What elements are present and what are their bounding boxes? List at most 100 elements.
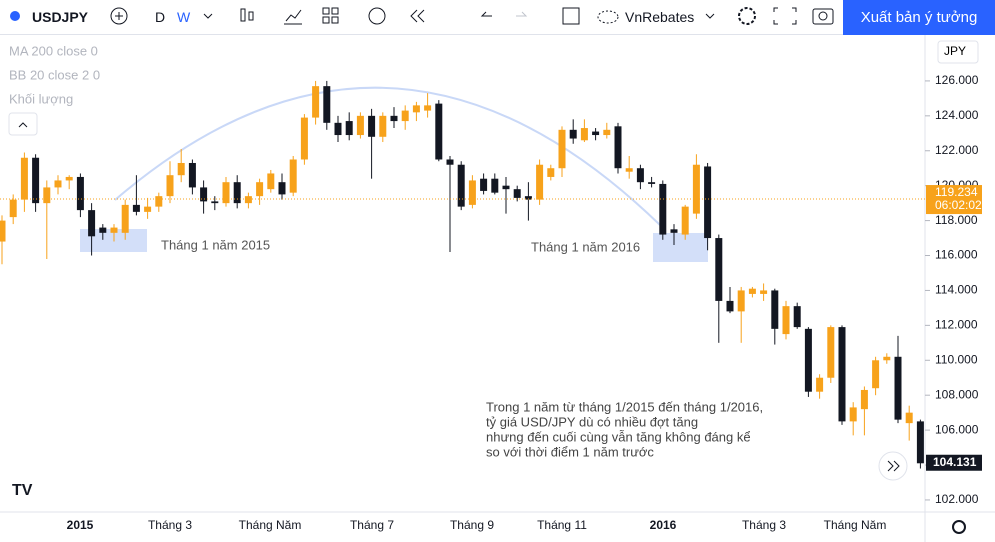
candle-body [312, 86, 320, 118]
candle-body [256, 182, 264, 197]
candle-body [480, 178, 488, 191]
y-tick-label: 116.000 [935, 248, 978, 262]
settings-icon[interactable] [952, 520, 966, 534]
candle-body [9, 199, 17, 218]
layout-icon[interactable] [322, 7, 330, 15]
x-tick-label: Tháng 7 [350, 518, 394, 532]
candle-body [715, 238, 723, 301]
last-price-label: 104.131 [933, 455, 977, 469]
candle-body [580, 128, 588, 141]
camera-icon[interactable] [812, 8, 834, 25]
candle-body [916, 421, 924, 464]
candle-body [435, 103, 443, 160]
candle-body [614, 126, 622, 169]
add-icon[interactable] [110, 7, 128, 25]
y-tick-label: 118.000 [935, 213, 978, 227]
collapse-icon[interactable] [18, 122, 28, 128]
candle-body [681, 206, 689, 235]
layout-icon[interactable] [322, 16, 330, 24]
currency[interactable]: JPY [944, 44, 966, 58]
candle-body [894, 356, 902, 420]
note-line: Trong 1 năm từ tháng 1/2015 đến tháng 1/… [486, 399, 763, 414]
replay-icon[interactable] [410, 9, 425, 23]
x-tick-label: Tháng 9 [450, 518, 494, 532]
chevron[interactable] [705, 13, 715, 19]
settings-icon[interactable] [738, 7, 756, 25]
y-tick-label: 126.000 [935, 73, 979, 87]
candle-body [625, 168, 633, 172]
collapse-button[interactable] [8, 112, 38, 136]
candle-body [368, 115, 376, 137]
candle-body [278, 182, 286, 195]
chevron[interactable] [203, 13, 213, 19]
candle-body [188, 162, 196, 188]
y-tick-label: 102.000 [935, 492, 979, 506]
candle-body [883, 356, 891, 361]
candle-body [177, 162, 185, 176]
candle-body [300, 117, 308, 160]
y-tick-label: 106.000 [935, 422, 979, 436]
candle-icon[interactable] [248, 11, 254, 21]
candle-body [32, 157, 40, 204]
candle-body [110, 227, 118, 233]
y-tick-label: 110.000 [935, 352, 978, 366]
chart: MA 200 close 0 BB 20 close 2 0 Khối lượn… [0, 35, 995, 542]
interval[interactable]: W [177, 9, 191, 25]
legend-item: MA 200 close 0 [9, 43, 98, 58]
scroll-icon[interactable] [887, 460, 900, 472]
candle-icon[interactable] [240, 8, 246, 22]
alert-icon[interactable] [368, 7, 386, 25]
currency-button[interactable] [937, 40, 979, 64]
redo-icon[interactable] [516, 11, 528, 17]
candle-body [905, 412, 913, 424]
x-tick-label: 2016 [650, 518, 677, 532]
fullscreen-toggle[interactable] [562, 7, 580, 25]
candle-body [144, 206, 152, 212]
legend-item: BB 20 close 2 0 [9, 67, 100, 82]
interval[interactable]: D [155, 9, 166, 25]
candle-body [849, 407, 857, 422]
candle-body [166, 175, 174, 197]
candle-body [737, 290, 745, 312]
candle-body [872, 360, 880, 389]
layout-icon[interactable] [331, 16, 339, 24]
symbol[interactable]: USDJPY [32, 9, 89, 25]
annotation: Tháng 1 năm 2016 [531, 239, 640, 254]
candle-body [0, 220, 6, 242]
add-icon[interactable] [115, 12, 123, 20]
candle-body [76, 176, 84, 211]
candle-body [491, 178, 499, 193]
candle-body [468, 180, 476, 205]
arc-drawing [114, 86, 661, 226]
layout-icon[interactable] [331, 7, 339, 15]
candle-body [99, 227, 107, 233]
y-tick-label: 112.000 [935, 318, 978, 332]
flag-icon [10, 11, 20, 21]
camera-icon[interactable] [818, 11, 828, 21]
undo-icon[interactable] [480, 11, 492, 17]
candles [0, 80, 924, 469]
candle-body [88, 210, 96, 237]
x-tick-label: Tháng 11 [537, 518, 587, 532]
candle-body [502, 185, 510, 190]
y-tick-label: 108.000 [935, 387, 979, 401]
expand-icon[interactable] [773, 7, 797, 25]
candle-body [222, 182, 230, 204]
candle-body [211, 201, 219, 204]
publish-button[interactable]: Xuất bản ý tưởng [843, 0, 995, 35]
account[interactable]: VnRebates [625, 9, 695, 25]
ref-price-box [926, 185, 982, 215]
candle-body [760, 290, 768, 294]
candle-body [569, 129, 577, 139]
cloud-icon[interactable] [597, 10, 619, 24]
y-tick-label: 114.000 [935, 283, 978, 297]
candle-body [267, 173, 275, 190]
candle-body [704, 166, 712, 239]
last-price-box [926, 454, 982, 471]
candle-body [244, 196, 252, 204]
candle-body [289, 159, 297, 193]
candle-body [412, 105, 420, 113]
indicator-icon[interactable] [284, 9, 302, 25]
countdown: 06:02:02 [935, 198, 982, 212]
